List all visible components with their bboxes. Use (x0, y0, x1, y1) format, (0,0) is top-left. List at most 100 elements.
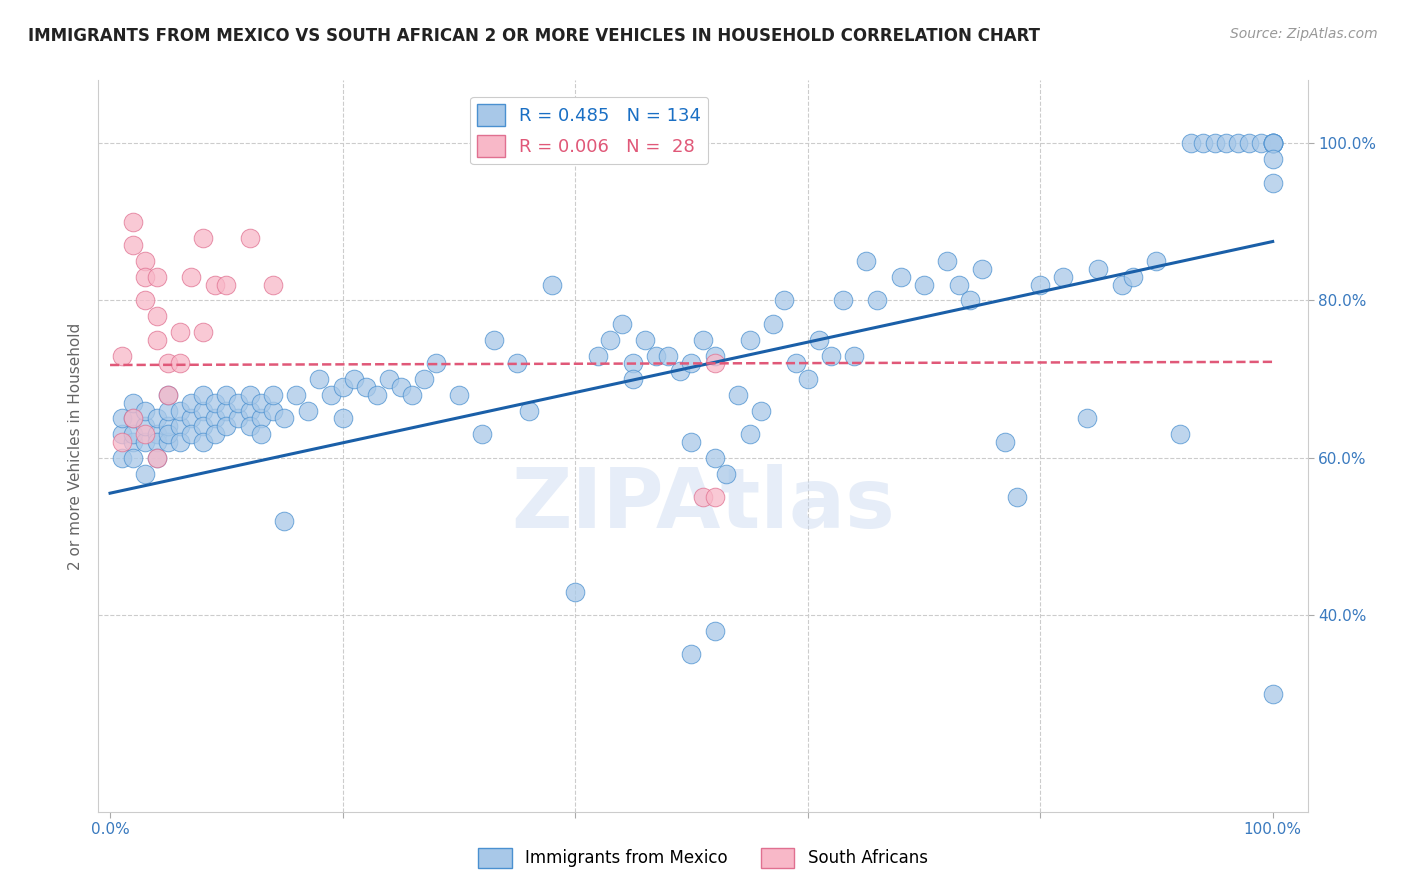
Point (599, 333, 621, 347)
Point (319, 388, 342, 402)
Point (506, 356, 529, 370)
Point (471, 427, 494, 442)
Point (703, 450, 725, 465)
Point (332, 411, 354, 425)
Point (215, 388, 238, 402)
Point (447, 388, 470, 402)
Point (122, 427, 145, 442)
Text: IMMIGRANTS FROM MEXICO VS SOUTH AFRICAN 2 OR MORE VEHICLES IN HOUSEHOLD CORRELAT: IMMIGRANTS FROM MEXICO VS SOUTH AFRICAN … (28, 27, 1040, 45)
Point (145, 411, 167, 425)
Point (482, 333, 505, 347)
Point (1261, 136, 1284, 151)
Point (180, 269, 202, 284)
Point (1261, 136, 1284, 151)
Point (122, 450, 145, 465)
Point (204, 396, 226, 410)
Point (111, 411, 134, 425)
Point (122, 411, 145, 425)
Point (831, 293, 853, 308)
Point (215, 403, 238, 417)
Point (354, 380, 377, 394)
Point (262, 277, 284, 292)
Point (169, 356, 191, 370)
Point (226, 411, 249, 425)
Point (796, 372, 818, 386)
Point (1261, 136, 1284, 151)
Point (1192, 136, 1215, 151)
Point (134, 254, 156, 268)
Point (122, 215, 145, 229)
Point (157, 403, 180, 417)
Point (1215, 136, 1237, 151)
Point (111, 427, 134, 442)
Point (588, 349, 610, 363)
Point (657, 349, 679, 363)
Point (308, 372, 330, 386)
Point (134, 419, 156, 434)
Point (250, 427, 273, 442)
Point (1052, 269, 1074, 284)
Point (540, 277, 562, 292)
Point (970, 262, 993, 277)
Point (912, 277, 935, 292)
Point (191, 435, 214, 450)
Point (134, 403, 156, 417)
Point (703, 356, 725, 370)
Point (145, 450, 167, 465)
Point (738, 333, 761, 347)
Point (1180, 136, 1202, 151)
Y-axis label: 2 or more Vehicles in Household: 2 or more Vehicles in Household (67, 322, 83, 570)
Point (1261, 152, 1284, 166)
Point (1239, 136, 1261, 151)
Point (1087, 262, 1109, 277)
Point (645, 349, 668, 363)
Point (703, 490, 725, 504)
Point (936, 254, 959, 268)
Point (425, 356, 447, 370)
Point (191, 230, 214, 244)
Legend: Immigrants from Mexico, South Africans: Immigrants from Mexico, South Africans (471, 841, 935, 875)
Point (681, 648, 703, 662)
Point (1261, 136, 1284, 151)
Point (262, 388, 284, 402)
Point (1029, 277, 1052, 292)
Point (1250, 136, 1272, 151)
Point (762, 317, 785, 331)
Point (157, 356, 180, 370)
Point (204, 277, 226, 292)
Point (681, 435, 703, 450)
Point (134, 435, 156, 450)
Point (122, 238, 145, 252)
Point (111, 435, 134, 450)
Point (692, 333, 714, 347)
Point (785, 356, 807, 370)
Point (844, 349, 866, 363)
Point (145, 435, 167, 450)
Point (855, 254, 877, 268)
Point (145, 450, 167, 465)
Point (180, 427, 202, 442)
Point (122, 411, 145, 425)
Point (564, 584, 586, 599)
Point (239, 230, 262, 244)
Point (145, 427, 167, 442)
Point (389, 380, 412, 394)
Point (204, 411, 226, 425)
Point (180, 411, 202, 425)
Point (226, 396, 249, 410)
Point (180, 396, 202, 410)
Point (1005, 490, 1028, 504)
Point (1204, 136, 1226, 151)
Point (634, 333, 657, 347)
Point (517, 403, 540, 417)
Point (1261, 136, 1284, 151)
Point (994, 435, 1017, 450)
Point (1076, 411, 1098, 425)
Point (1261, 176, 1284, 190)
Point (157, 388, 180, 402)
Point (239, 403, 262, 417)
Point (157, 419, 180, 434)
Point (366, 388, 388, 402)
Point (169, 325, 191, 339)
Point (959, 293, 981, 308)
